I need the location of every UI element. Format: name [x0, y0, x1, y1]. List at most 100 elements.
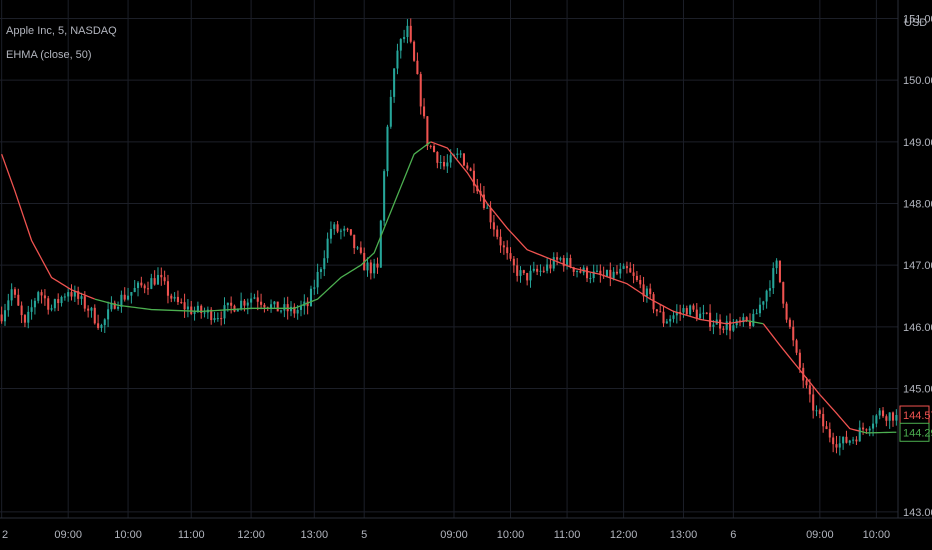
- candle-body: [166, 281, 169, 296]
- candle-body: [97, 323, 100, 328]
- candle-body: [343, 228, 346, 231]
- candle-body: [512, 258, 515, 266]
- candle-body: [689, 305, 692, 315]
- candle-body: [163, 277, 166, 282]
- candle-body: [127, 295, 130, 300]
- candle-body: [356, 247, 359, 249]
- candle-body: [655, 309, 658, 312]
- candle-body: [459, 153, 462, 155]
- candle-body: [692, 305, 695, 310]
- candle-body: [768, 288, 771, 291]
- candle-body: [107, 309, 110, 320]
- candle-body: [725, 321, 728, 330]
- candle-body: [216, 318, 219, 320]
- candle-body: [20, 305, 23, 316]
- candle-body: [748, 320, 752, 326]
- time-tick-label: 11:00: [178, 529, 205, 541]
- time-tick-label: 09:00: [54, 529, 82, 541]
- candle-body: [782, 282, 785, 304]
- time-tick-label: 10:00: [114, 529, 142, 541]
- candle-body: [293, 306, 296, 314]
- candle-body: [429, 145, 432, 147]
- price-axis[interactable]: USD 151.00 150.00 149.00 148.00 147.00 146.00…: [903, 14, 932, 519]
- candle-body: [3, 310, 7, 322]
- candle-body: [855, 439, 858, 442]
- candle-body: [818, 410, 821, 414]
- candle-body: [888, 412, 891, 421]
- candle-body: [838, 443, 841, 448]
- candle-body: [226, 302, 229, 306]
- candle-body: [466, 165, 469, 169]
- candle-body: [133, 287, 136, 293]
- time-tick-label: 10:00: [497, 529, 525, 541]
- candle-body: [373, 263, 376, 274]
- candle-body: [33, 300, 36, 308]
- candle-body: [449, 155, 452, 163]
- candle-body: [276, 301, 279, 312]
- candle-body: [502, 245, 505, 248]
- candle-body: [57, 299, 60, 304]
- candle-body: [832, 437, 835, 445]
- price-tick-label: 150.00: [903, 75, 932, 87]
- candle-body: [349, 229, 352, 235]
- candle-body: [552, 257, 555, 269]
- time-tick-label: 12:00: [610, 529, 638, 541]
- ehma-value-label: 144.29: [903, 427, 932, 439]
- candle-body: [103, 319, 106, 326]
- candle-body: [403, 36, 406, 40]
- candle-body: [10, 289, 13, 301]
- candle-body: [60, 297, 63, 304]
- candle-body: [752, 313, 755, 326]
- candle-body: [346, 228, 349, 230]
- candle-body: [858, 427, 861, 442]
- candle-body: [313, 287, 316, 289]
- candle-body: [522, 270, 525, 274]
- candle-body: [213, 318, 216, 321]
- candle-body: [529, 270, 532, 281]
- candle-body: [599, 270, 602, 275]
- ehma-segment: [859, 430, 897, 434]
- candle-body: [63, 296, 66, 298]
- candle-body: [383, 171, 386, 221]
- candle-body: [246, 302, 249, 306]
- symbol-legend[interactable]: Apple Inc, 5, NASDAQ: [6, 25, 117, 37]
- candle-body: [366, 262, 369, 271]
- candle-body: [220, 318, 223, 320]
- candle-body: [895, 415, 898, 421]
- candle-body: [569, 258, 572, 268]
- candle-body: [27, 311, 30, 323]
- candle-body: [176, 296, 179, 303]
- price-tick-label: 149.00: [903, 137, 932, 149]
- time-axis[interactable]: 2 09:00 10:00 11:00 12:00 13:00 5 09:00 10:00 11:…: [2, 529, 890, 541]
- candle-body: [865, 429, 868, 431]
- candle-body: [37, 292, 40, 301]
- candle-body: [815, 410, 818, 412]
- time-tick-label: 2: [2, 529, 8, 541]
- candle-body: [426, 116, 429, 146]
- price-tick-label: 151.00: [903, 14, 932, 26]
- candle-body: [489, 207, 492, 223]
- price-labels: 144.57 144.29: [899, 405, 932, 442]
- candle-body: [233, 305, 236, 312]
- candle-body: [639, 279, 642, 285]
- candle-body: [559, 258, 562, 260]
- candle-body: [659, 311, 662, 313]
- price-tick-label: 148.00: [903, 199, 932, 211]
- indicator-legend[interactable]: EHMA (close, 50): [6, 49, 92, 61]
- candle-body: [848, 440, 851, 443]
- candle-body: [685, 308, 688, 315]
- last-price-label: 144.57: [903, 410, 932, 422]
- candle-body: [306, 301, 309, 307]
- candle-body: [532, 268, 535, 271]
- candle-body: [635, 275, 638, 280]
- candle-body: [136, 282, 140, 288]
- candle-body: [755, 313, 758, 315]
- candle-body: [130, 292, 133, 296]
- candle-body: [788, 319, 791, 327]
- candle-body: [605, 269, 609, 277]
- candle-body: [23, 315, 26, 323]
- candle-body: [296, 309, 299, 314]
- candle-body: [632, 272, 635, 276]
- candle-body: [572, 267, 575, 272]
